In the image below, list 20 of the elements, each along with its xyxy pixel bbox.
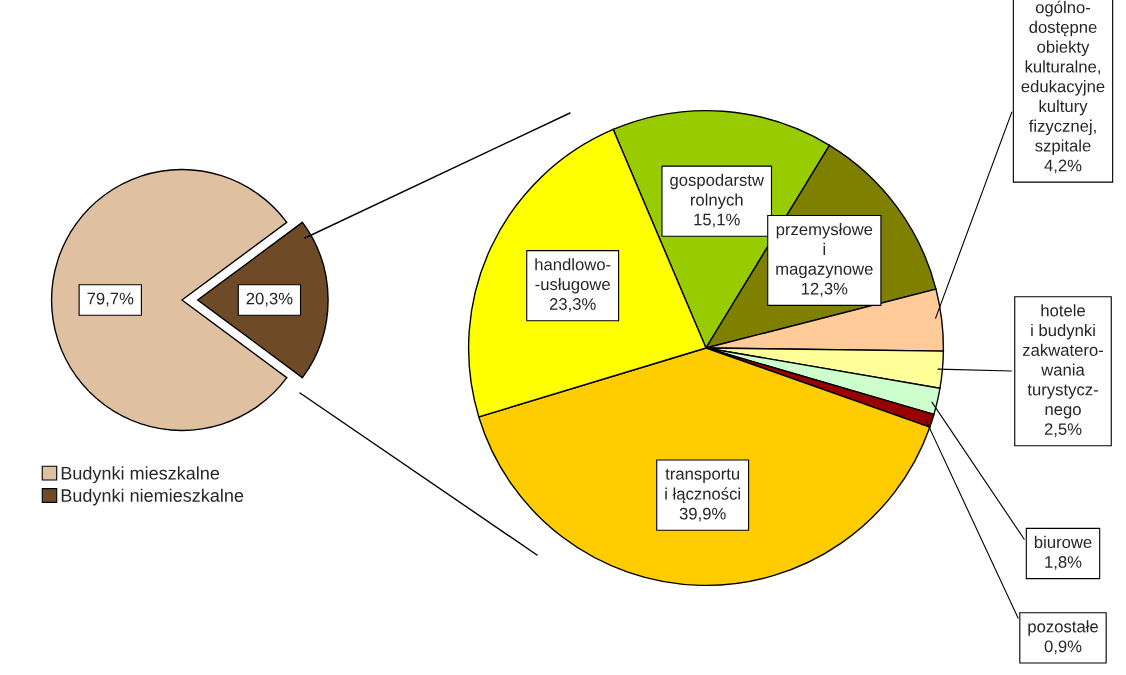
data-label: 0,9% [1044, 640, 1082, 655]
slice-label: ogólno- dostępne obiekty kulturalne, edukacyjne kultury fizycznej, szpitale [1021, 0, 1105, 155]
slice-label: gospodarstw rolnych [670, 173, 765, 209]
data-label: 1,8% [1045, 556, 1082, 570]
slice-label: biurowe [1034, 535, 1092, 549]
data-label: 2,5% [1044, 423, 1082, 437]
data-label: 12,3% [801, 282, 848, 297]
legend-label: Budynki niemieszkalne [61, 488, 244, 506]
slice-label: pozostałe [1028, 620, 1098, 636]
data-label: 15,1% [694, 213, 740, 228]
slice-label: przemysłowe i magazynowe [776, 223, 873, 279]
data-label: 79,7% [87, 292, 134, 307]
data-label: 23,3% [549, 298, 596, 312]
legend-label: Budynki mieszkalne [61, 466, 220, 484]
data-label: 4,2% [1044, 159, 1082, 174]
data-label: 39,9% [679, 507, 726, 522]
slice-label: transportu i łączności [665, 468, 740, 504]
data-label: 20,3% [246, 292, 293, 307]
slice-label: hotele i budynki zakwatero- wania turystycz- nego [1022, 304, 1104, 419]
slice-label: handlowo- -usługowe [535, 258, 611, 294]
